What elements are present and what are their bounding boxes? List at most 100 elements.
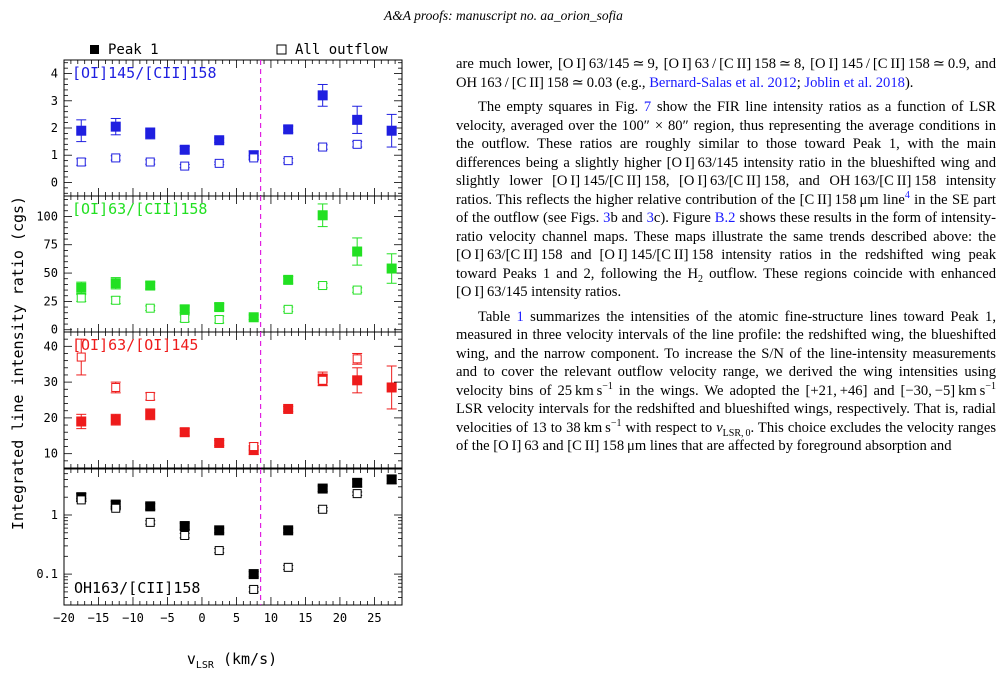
panel-title: [OI]63/[CII]158 — [72, 200, 207, 218]
x-tick-label: 25 — [367, 611, 381, 625]
data-point-peak1 — [386, 263, 397, 274]
data-point-peak1 — [248, 312, 259, 323]
p1-text-a: are much lower, [O I] 63/145 ≃ 9, [O I] … — [456, 56, 996, 91]
panel-title: [OI]63/[OI]145 — [72, 336, 198, 354]
data-point-outflow — [145, 303, 155, 313]
data-point-peak1 — [179, 521, 190, 532]
y-axis-label: Integrated line intensity ratio (cgs) — [9, 196, 27, 530]
data-point-outflow — [111, 503, 121, 513]
data-point-outflow — [352, 489, 362, 499]
paragraph-1: are much lower, [O I] 63/145 ≃ 9, [O I] … — [456, 55, 996, 92]
data-point-peak1 — [110, 121, 121, 132]
fig-ref-3c[interactable]: 3 — [646, 210, 654, 226]
data-point-peak1 — [214, 135, 225, 146]
data-point-outflow — [76, 293, 86, 303]
data-point-peak1 — [179, 304, 190, 315]
data-point-outflow — [318, 142, 328, 152]
x-tick-label: 5 — [233, 611, 240, 625]
data-point-peak1 — [352, 477, 363, 488]
data-point-outflow — [111, 382, 121, 392]
data-point-outflow — [318, 504, 328, 514]
p3-v-symbol: v — [716, 419, 723, 436]
data-point-peak1 — [214, 302, 225, 313]
x-tick-label: −20 — [53, 611, 75, 625]
table-ref-1[interactable]: 1 — [516, 308, 524, 325]
y-tick-label: 75 — [44, 238, 58, 252]
p2-text-e: c). Figure — [653, 210, 715, 226]
data-point-peak1 — [110, 414, 121, 425]
y-tick-label: 40 — [44, 339, 58, 353]
y-tick-label: 2 — [51, 121, 58, 135]
p2-text-f: shows these results in the form of inten… — [456, 210, 996, 282]
data-point-outflow — [352, 354, 362, 364]
p3-sup-1: −1 — [602, 380, 613, 392]
data-point-outflow — [180, 161, 190, 171]
y-tick-label: 1 — [51, 148, 58, 162]
panel-frame — [63, 468, 403, 606]
p1-text-b: ; — [796, 74, 805, 91]
data-point-peak1 — [76, 125, 87, 136]
x-axis-label: vLSR (km/s) — [187, 650, 277, 671]
y-tick-label: 50 — [44, 266, 58, 280]
data-point-outflow — [249, 153, 259, 163]
data-point-outflow — [76, 157, 86, 167]
data-point-outflow — [214, 158, 224, 168]
panel-3: 10 20 30 40 [OI]63/[OI]145 — [44, 331, 403, 469]
data-point-outflow — [318, 281, 328, 291]
y-tick-label: 1 — [51, 508, 58, 522]
p3-sup-3: −1 — [610, 417, 622, 429]
data-point-outflow — [76, 352, 86, 362]
data-point-peak1 — [76, 282, 87, 293]
data-point-peak1 — [352, 114, 363, 125]
y-tick-label: 100 — [36, 209, 58, 223]
data-point-peak1 — [179, 427, 190, 438]
data-point-outflow — [283, 156, 293, 166]
x-tick-label: 10 — [264, 611, 278, 625]
data-point-peak1 — [352, 375, 363, 386]
panel-2: 0 25 50 75 100 [OI]63/[CII]158 — [36, 195, 403, 337]
x-axis-label-unit: (km/s) — [214, 650, 277, 668]
data-point-peak1 — [386, 474, 397, 485]
data-point-peak1 — [76, 416, 87, 427]
p3-text-e: with respect to — [621, 419, 717, 436]
data-point-outflow — [352, 139, 362, 149]
x-axis-label-v: v — [187, 650, 196, 668]
body-text-column: are much lower, [O I] 63/145 ≃ 9, [O I] … — [456, 55, 996, 462]
fig-ref-b2[interactable]: B.2 — [714, 210, 736, 226]
data-point-peak1 — [145, 409, 156, 420]
y-tick-label: 10 — [44, 447, 58, 461]
citation-joblin[interactable]: Joblin et al. 2018 — [804, 74, 905, 91]
data-point-peak1 — [317, 210, 328, 221]
data-point-peak1 — [386, 125, 397, 136]
paragraph-3: Table 1 summarizes the intensities of th… — [456, 308, 996, 456]
x-tick-label: −5 — [160, 611, 174, 625]
data-point-outflow — [249, 584, 259, 594]
data-point-peak1 — [179, 144, 190, 155]
y-tick-label: 4 — [51, 67, 58, 81]
p1-text-c: ). — [904, 74, 914, 91]
data-point-peak1 — [145, 280, 156, 291]
panel-title: [OI]145/[CII]158 — [72, 64, 217, 82]
fig-ref-7[interactable]: 7 — [643, 99, 652, 115]
data-point-outflow — [145, 517, 155, 527]
p2-text-a: The empty squares in Fig. — [478, 99, 644, 115]
x-tick-label: 15 — [298, 611, 312, 625]
legend-open-label: All outflow — [295, 42, 388, 58]
data-point-outflow — [111, 295, 121, 305]
p2-text-c: in the SE part of the outflow (see Figs. — [456, 191, 996, 227]
data-point-outflow — [145, 157, 155, 167]
p3-sup-2: −1 — [985, 380, 996, 392]
data-point-outflow — [214, 315, 224, 325]
y-tick-label: 30 — [44, 375, 58, 389]
data-point-peak1 — [214, 525, 225, 536]
data-point-peak1 — [248, 569, 259, 580]
panel-4: 0.1 1 OH163/[CII]158 −20 −15 −10 −5 0 5 10 15 20 25 — [36, 468, 403, 625]
citation-bernard-salas[interactable]: Bernard-Salas et al. 2012 — [649, 74, 797, 91]
data-point-peak1 — [386, 382, 397, 393]
p3-v-subscript: LSR, 0 — [722, 427, 751, 439]
fig-ref-3b[interactable]: 3 — [603, 210, 611, 226]
y-tick-label: 0 — [51, 323, 58, 337]
footnote-ref-4[interactable]: 4 — [904, 189, 910, 201]
y-tick-label: 25 — [44, 294, 58, 308]
data-point-peak1 — [283, 403, 294, 414]
